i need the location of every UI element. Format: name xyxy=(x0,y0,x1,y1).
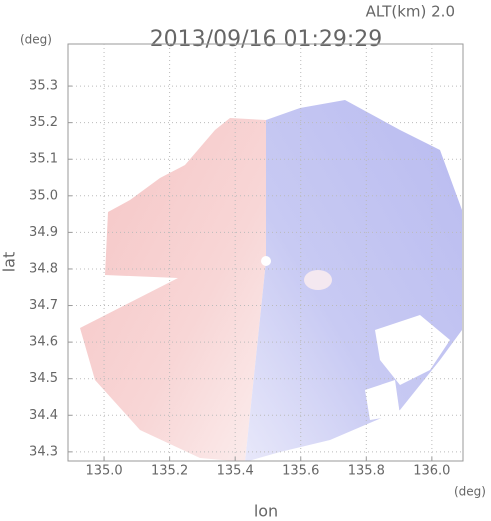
chart-title: 2013/09/16 01:29:29 xyxy=(150,27,383,52)
y-tick-label: 34.6 xyxy=(29,335,58,350)
y-tick-label: 35.0 xyxy=(29,188,58,203)
echo-patch xyxy=(304,270,332,290)
x-tick-label: 135.8 xyxy=(348,464,385,479)
y-axis-label: lat xyxy=(0,252,19,273)
y-tick-label: 34.8 xyxy=(29,261,58,276)
x-unit: (deg) xyxy=(454,485,486,499)
x-tick-label: 136.0 xyxy=(413,464,450,479)
radar-site xyxy=(261,256,271,266)
y-tick-label: 35.1 xyxy=(29,152,58,167)
x-axis-label: lon xyxy=(254,502,278,521)
y-tick-label: 34.9 xyxy=(29,225,58,240)
y-tick-label: 35.3 xyxy=(29,79,58,94)
y-tick-label: 34.7 xyxy=(29,298,58,313)
x-tick-label: 135.0 xyxy=(85,464,122,479)
receding-region xyxy=(245,100,462,461)
no-echo xyxy=(365,380,400,420)
y-tick-label: 34.5 xyxy=(29,371,58,386)
y-tick-label: 35.2 xyxy=(29,115,58,130)
y-tick-label: 34.3 xyxy=(29,444,58,459)
x-tick-label: 135.4 xyxy=(217,464,254,479)
subtitle: ALT(km) 2.0 xyxy=(366,3,455,21)
y-tick-label: 34.4 xyxy=(29,408,58,423)
y-unit: (deg) xyxy=(20,33,52,47)
radar-field xyxy=(80,100,462,461)
approaching-region xyxy=(80,118,266,461)
x-tick-label: 135.2 xyxy=(151,464,188,479)
x-tick-label: 135.6 xyxy=(282,464,319,479)
no-echo xyxy=(375,315,450,385)
plot-frame xyxy=(67,43,464,462)
